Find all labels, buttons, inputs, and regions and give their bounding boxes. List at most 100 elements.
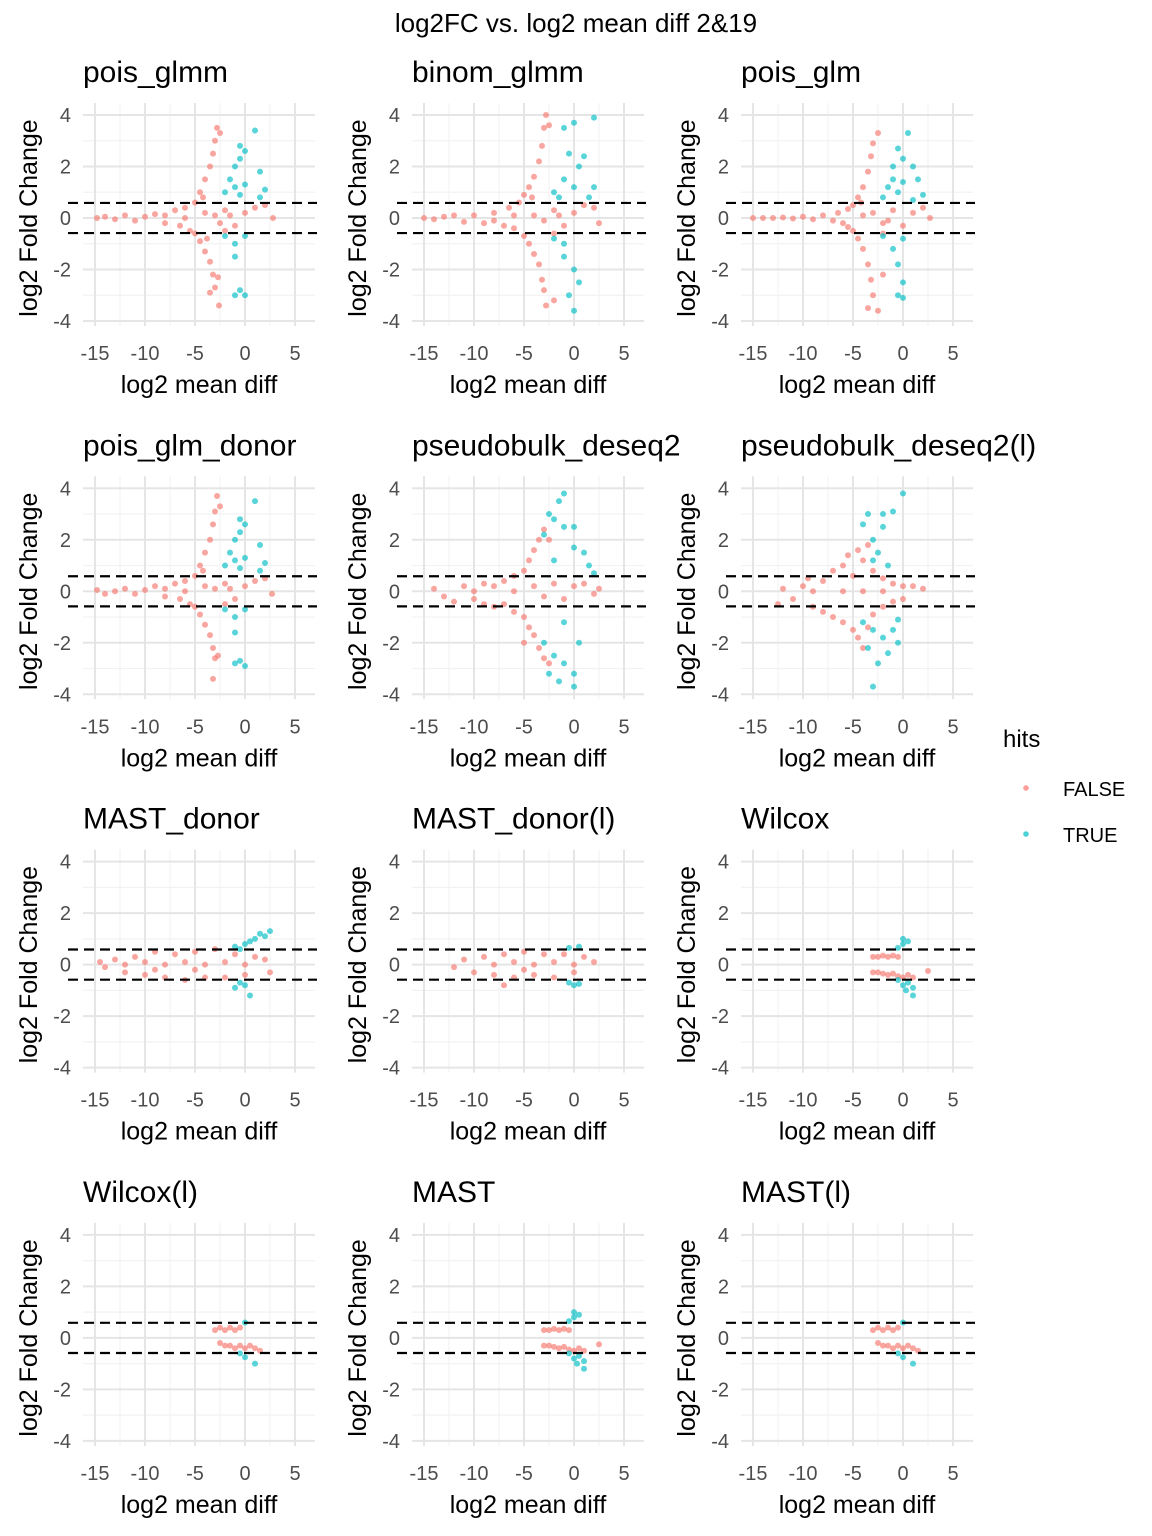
point-false xyxy=(232,1327,238,1334)
point-true xyxy=(880,634,886,641)
point-false xyxy=(252,953,258,960)
point-false xyxy=(561,222,567,229)
y-tick-label: -4 xyxy=(711,311,729,333)
legend: hits FALSE TRUE xyxy=(1003,726,1125,847)
point-true xyxy=(232,557,238,564)
point-false xyxy=(541,217,547,224)
point-false xyxy=(820,608,826,615)
point-false xyxy=(200,567,206,574)
point-false xyxy=(222,227,228,234)
x-tick-label: -15 xyxy=(410,1463,439,1485)
point-false xyxy=(780,214,786,221)
point-true xyxy=(571,1314,577,1321)
point-true xyxy=(880,523,886,530)
point-false xyxy=(491,583,497,590)
point-true xyxy=(890,245,896,252)
point-true xyxy=(571,683,577,690)
point-false xyxy=(890,1327,896,1334)
point-false xyxy=(870,292,876,299)
point-false xyxy=(197,611,203,618)
y-tick-label: -4 xyxy=(711,684,729,706)
y-tick-label: 2 xyxy=(389,903,400,925)
point-false xyxy=(551,1343,557,1350)
point-false xyxy=(227,1324,233,1331)
point-false xyxy=(910,583,916,590)
point-true xyxy=(561,253,567,260)
x-tick-label: -5 xyxy=(515,1090,533,1112)
y-tick-label: -2 xyxy=(53,1379,71,1401)
point-false xyxy=(526,184,532,191)
point-false xyxy=(511,959,517,966)
point-true xyxy=(571,119,577,126)
y-tick-label: 2 xyxy=(718,157,729,179)
point-true xyxy=(581,1358,587,1365)
point-true xyxy=(247,992,253,999)
point-false xyxy=(868,276,874,283)
x-axis-label: log2 mean diff xyxy=(450,1491,607,1519)
point-true xyxy=(252,935,258,942)
point-false xyxy=(192,199,198,206)
facet-panel: -15 -10 -5 0 5 -4 -2 0 2 4 binom_glmm log2 mean dif… xyxy=(344,56,646,399)
y-tick-label: -2 xyxy=(382,260,400,282)
x-tick-label: 0 xyxy=(239,1090,250,1112)
y-tick-label: -2 xyxy=(711,1379,729,1401)
point-true xyxy=(576,639,582,646)
point-true xyxy=(581,549,587,556)
y-axis-label: log2 Fold Change xyxy=(673,1239,701,1436)
point-true xyxy=(905,938,911,945)
y-tick-label: 0 xyxy=(718,1328,729,1350)
point-false xyxy=(830,614,836,621)
point-false xyxy=(885,217,891,224)
y-tick-label: 0 xyxy=(389,208,400,230)
x-tick-label: -10 xyxy=(789,1463,818,1485)
y-axis-label: log2 Fold Change xyxy=(344,119,372,316)
point-false xyxy=(451,964,457,971)
facet-panel: -15 -10 -5 0 5 -4 -2 0 2 4 pseudobulk_deseq2(l)log… xyxy=(673,429,1036,772)
point-false xyxy=(94,215,100,221)
point-false xyxy=(531,961,537,968)
point-false xyxy=(895,953,901,960)
point-false xyxy=(880,1327,886,1334)
point-false xyxy=(210,644,216,651)
point-true xyxy=(546,670,552,677)
point-false xyxy=(451,212,457,219)
point-false xyxy=(536,536,542,543)
point-true xyxy=(232,614,238,621)
point-false xyxy=(192,572,198,579)
point-true xyxy=(910,196,916,203)
point-false xyxy=(94,587,100,594)
point-false xyxy=(875,130,881,137)
point-true xyxy=(900,155,906,162)
y-tick-label: 0 xyxy=(389,955,400,977)
point-true xyxy=(227,176,233,183)
point-false xyxy=(521,233,527,240)
point-false xyxy=(102,213,108,220)
point-true xyxy=(900,294,906,301)
point-false xyxy=(536,261,542,268)
y-axis-label: log2 Fold Change xyxy=(15,119,43,316)
point-true xyxy=(242,233,248,240)
point-false xyxy=(210,150,216,157)
x-axis-label: log2 mean diff xyxy=(121,1118,278,1146)
point-true xyxy=(591,184,597,191)
y-tick-label: 0 xyxy=(389,581,400,603)
x-tick-label: 5 xyxy=(289,1463,300,1485)
point-false xyxy=(566,1327,572,1334)
y-axis-label: log2 Fold Change xyxy=(15,1239,43,1436)
y-tick-label: 0 xyxy=(718,208,729,230)
point-false xyxy=(920,204,926,211)
point-true xyxy=(905,130,911,137)
point-false xyxy=(152,583,158,590)
point-true xyxy=(556,194,562,201)
y-axis-label: log2 Fold Change xyxy=(673,493,701,690)
point-false xyxy=(840,619,846,626)
x-tick-label: 0 xyxy=(239,716,250,738)
point-false xyxy=(551,230,557,237)
point-true xyxy=(870,557,876,564)
point-false xyxy=(531,547,537,554)
x-tick-label: -5 xyxy=(844,716,862,738)
x-tick-label: -15 xyxy=(739,716,768,738)
point-false xyxy=(890,598,896,605)
point-false xyxy=(880,588,886,595)
x-tick-label: 5 xyxy=(618,1090,629,1112)
